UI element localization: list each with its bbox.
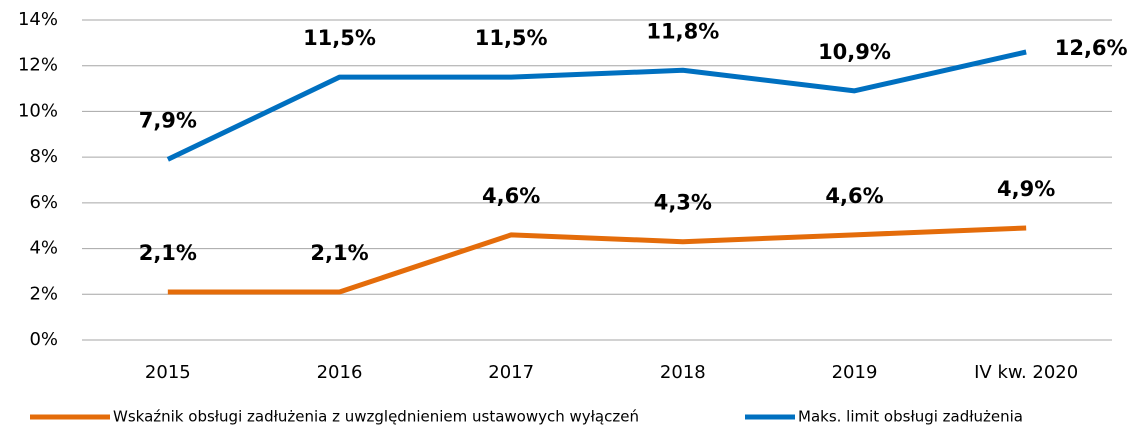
y-tick-label: 10% [18, 100, 58, 121]
y-tick-label: 8% [29, 146, 58, 167]
data-label: 11,5% [475, 26, 548, 50]
x-tick-label: 2019 [832, 362, 878, 383]
x-tick-label: 2017 [488, 362, 534, 383]
data-label: 11,5% [303, 26, 376, 50]
x-tick-label: IV kw. 2020 [974, 362, 1078, 383]
y-tick-label: 0% [29, 329, 58, 350]
data-label: 12,6% [1055, 36, 1128, 60]
y-tick-label: 4% [29, 238, 58, 259]
data-label: 2,1% [139, 241, 197, 265]
y-tick-label: 2% [29, 283, 58, 304]
data-label: 2,1% [310, 241, 368, 265]
data-label: 10,9% [818, 40, 891, 64]
x-tick-label: 2015 [145, 362, 191, 383]
data-label: 4,6% [825, 184, 883, 208]
x-tick-label: 2018 [660, 362, 706, 383]
data-label: 4,3% [654, 191, 712, 215]
y-tick-label: 6% [29, 192, 58, 213]
y-tick-label: 12% [18, 55, 58, 76]
series-line [167, 225, 1027, 295]
x-tick-label: 2016 [317, 362, 363, 383]
data-label: 7,9% [139, 108, 197, 132]
legend-label: Maks. limit obsługi zadłużenia [798, 408, 1023, 426]
series-line [166, 49, 1027, 162]
data-label: 4,6% [482, 184, 540, 208]
y-tick-label: 14% [18, 9, 58, 30]
data-label: 11,8% [646, 19, 719, 43]
data-label: 4,9% [997, 177, 1055, 201]
legend-label: Wskaźnik obsługi zadłużenia z uwzględnie… [113, 408, 639, 426]
